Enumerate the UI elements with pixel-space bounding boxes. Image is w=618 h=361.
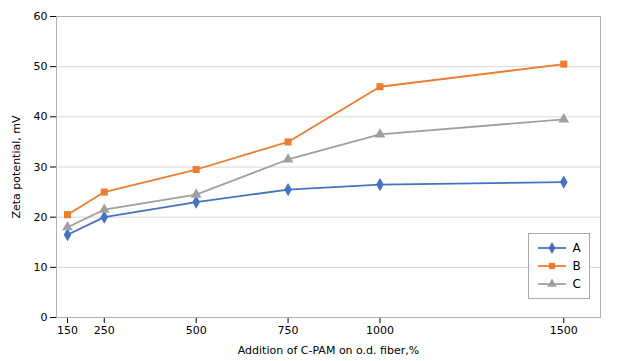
svg-text:10: 10 (34, 261, 48, 274)
svg-text:1500: 1500 (550, 324, 578, 337)
html-text:B: B (572, 259, 581, 273)
svg-text:50: 50 (34, 60, 48, 73)
svg-text:30: 30 (34, 161, 48, 174)
svg-text:Zeta potential, mV: Zeta potential, mV (10, 115, 23, 218)
html-text:A: A (572, 241, 581, 255)
svg-text:0: 0 (41, 311, 48, 324)
svg-text:750: 750 (278, 324, 299, 337)
svg-text:60: 60 (34, 10, 48, 23)
svg-text:150: 150 (57, 324, 78, 337)
svg-text:1000: 1000 (366, 324, 394, 337)
svg-text:40: 40 (34, 110, 48, 123)
svg-text:500: 500 (186, 324, 207, 337)
html-text:C: C (572, 277, 581, 291)
svg-text:250: 250 (94, 324, 115, 337)
svg-text:20: 20 (34, 211, 48, 224)
svg-text:Addition of C-PAM on o.d. fibe: Addition of C-PAM on o.d. fiber,% (238, 344, 419, 357)
